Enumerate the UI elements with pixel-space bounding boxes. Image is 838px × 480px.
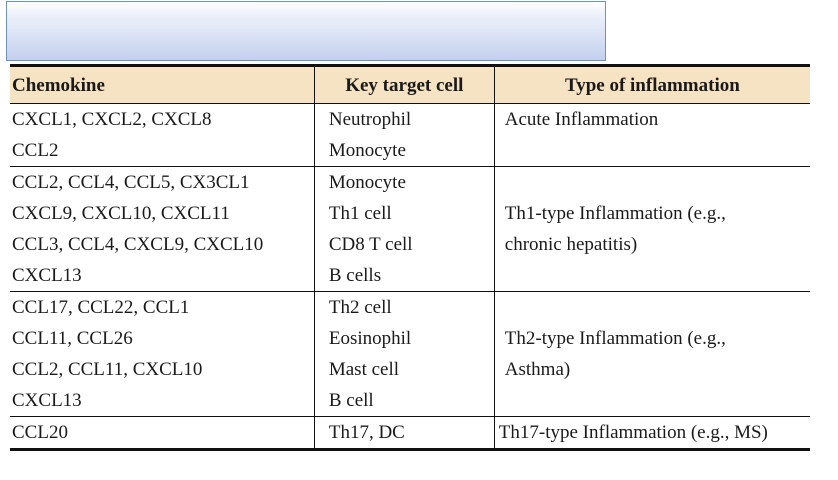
inflammation-line: Th1-type Inflammation (e.g.,	[504, 203, 726, 224]
inflammation-line: Th17-type Inflammation (e.g., MS)	[498, 422, 768, 443]
header-row: Chemokine Key target cell Type of inflam…	[10, 64, 810, 104]
inflammation-line: Th2-type Inflammation (e.g.,	[504, 328, 726, 349]
header-type-of-inflammation: Type of inflammation	[493, 64, 810, 104]
chemokine-line: CCL17, CCL22, CCL1	[12, 297, 190, 318]
chemokine-line: CCL2, CCL4, CCL5, CX3CL1	[12, 172, 250, 193]
title-banner	[6, 1, 606, 61]
chemokine-line: CCL2, CCL11, CXCL10	[12, 359, 203, 380]
chemokine-line: CXCL13	[12, 390, 82, 411]
chemokine-line: CXCL13	[12, 265, 82, 286]
chemokine-table: Chemokine Key target cell Type of inflam…	[10, 64, 810, 451]
target-line: B cell	[328, 390, 374, 411]
table-row: CCL17, CCL22, CCL1 CCL11, CCL26 CCL2, CC…	[10, 291, 810, 417]
inflammation-line: Asthma)	[504, 359, 571, 380]
target-line: Monocyte	[328, 140, 406, 161]
chemokine-line: CCL11, CCL26	[12, 328, 133, 349]
target-line: Th17, DC	[328, 422, 405, 443]
chemokine-cell: CCL17, CCL22, CCL1 CCL11, CCL26 CCL2, CC…	[10, 291, 315, 417]
target-line: B cells	[328, 265, 382, 286]
inflammation-cell: Th17-type Inflammation (e.g., MS)	[493, 416, 810, 451]
target-line: Mast cell	[328, 359, 400, 380]
inflammation-line: chronic hepatitis)	[504, 234, 638, 255]
target-line: Neutrophil	[328, 109, 412, 130]
target-cell: Th2 cell Eosinophil Mast cell B cell	[313, 291, 495, 417]
chemokine-line: CXCL1, CXCL2, CXCL8	[12, 109, 212, 130]
inflammation-line: Acute Inflammation	[504, 109, 659, 130]
header-key-target-cell: Key target cell	[313, 64, 495, 104]
chemokine-line: CCL20	[12, 422, 68, 443]
target-line: Monocyte	[328, 172, 406, 193]
inflammation-cell: Acute Inflammation	[493, 103, 810, 167]
table-row: CCL2, CCL4, CCL5, CX3CL1 CXCL9, CXCL10, …	[10, 166, 810, 292]
chemokine-cell: CCL2, CCL4, CCL5, CX3CL1 CXCL9, CXCL10, …	[10, 166, 315, 292]
chemokine-cell: CXCL1, CXCL2, CXCL8 CCL2	[10, 103, 315, 167]
chemokine-line: CXCL9, CXCL10, CXCL11	[12, 203, 230, 224]
target-line: Th2 cell	[328, 297, 392, 318]
target-cell: Monocyte Th1 cell CD8 T cell B cells	[313, 166, 495, 292]
target-cell: Neutrophil Monocyte	[313, 103, 495, 167]
inflammation-cell: Th1-type Inflammation (e.g., chronic hep…	[493, 166, 810, 292]
chemokine-line: CCL2	[12, 140, 59, 161]
target-cell: Th17, DC	[313, 416, 495, 451]
chemokine-line: CCL3, CCL4, CXCL9, CXCL10	[12, 234, 264, 255]
target-line: CD8 T cell	[328, 234, 413, 255]
inflammation-cell: Th2-type Inflammation (e.g., Asthma)	[493, 291, 810, 417]
target-line: Eosinophil	[328, 328, 412, 349]
chemokine-cell: CCL20	[10, 416, 315, 451]
table-row: CCL20 Th17, DC Th17-type Inflammation (e…	[10, 416, 810, 451]
target-line: Th1 cell	[328, 203, 392, 224]
header-chemokine: Chemokine	[10, 64, 315, 104]
table-row: CXCL1, CXCL2, CXCL8 CCL2 Neutrophil Mono…	[10, 103, 810, 167]
